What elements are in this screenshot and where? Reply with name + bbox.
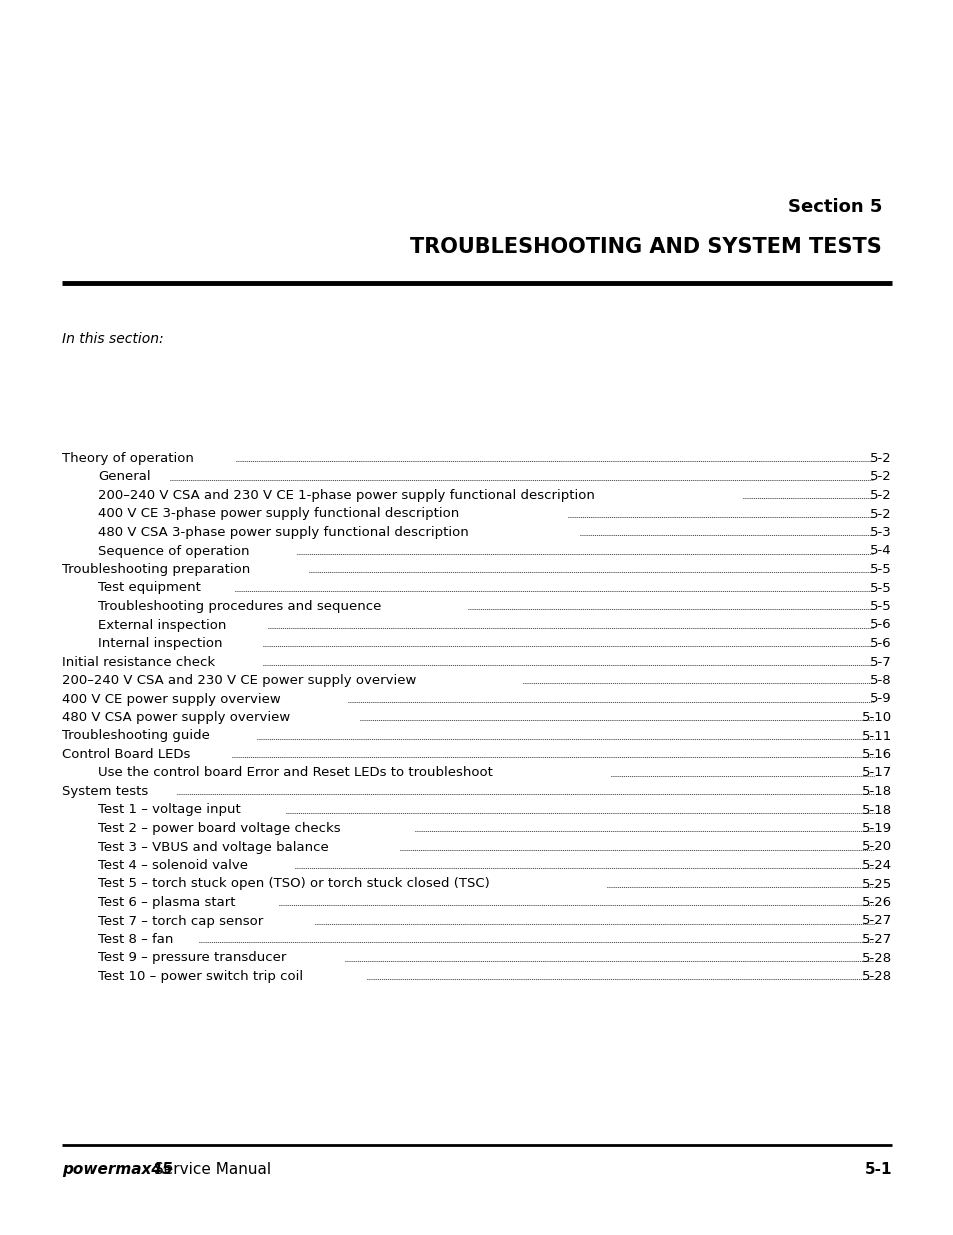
Text: 5-26: 5-26 (861, 897, 891, 909)
Text: 5-20: 5-20 (861, 841, 891, 853)
Text: External inspection: External inspection (98, 619, 226, 631)
Text: 5-1: 5-1 (863, 1162, 891, 1177)
Text: Section 5: Section 5 (787, 198, 882, 216)
Text: 5-2: 5-2 (869, 452, 891, 466)
Text: Test 9 – pressure transducer: Test 9 – pressure transducer (98, 951, 286, 965)
Text: Test equipment: Test equipment (98, 582, 201, 594)
Text: 5-25: 5-25 (861, 878, 891, 890)
Text: 5-2: 5-2 (869, 471, 891, 483)
Text: 5-19: 5-19 (861, 823, 891, 835)
Text: General: General (98, 471, 151, 483)
Text: 5-2: 5-2 (869, 489, 891, 501)
Text: Test 3 – VBUS and voltage balance: Test 3 – VBUS and voltage balance (98, 841, 329, 853)
Text: 5-9: 5-9 (869, 693, 891, 705)
Text: Use the control board Error and Reset LEDs to troubleshoot: Use the control board Error and Reset LE… (98, 767, 493, 779)
Text: Troubleshooting procedures and sequence: Troubleshooting procedures and sequence (98, 600, 381, 613)
Text: 5-18: 5-18 (861, 804, 891, 816)
Text: Test 6 – plasma start: Test 6 – plasma start (98, 897, 235, 909)
Text: Troubleshooting preparation: Troubleshooting preparation (62, 563, 250, 576)
Text: 5-6: 5-6 (869, 619, 891, 631)
Text: 5-5: 5-5 (869, 582, 891, 594)
Text: Test 2 – power board voltage checks: Test 2 – power board voltage checks (98, 823, 340, 835)
Text: System tests: System tests (62, 785, 148, 798)
Text: 400 V CE power supply overview: 400 V CE power supply overview (62, 693, 280, 705)
Text: 5-16: 5-16 (861, 748, 891, 761)
Text: 5-3: 5-3 (869, 526, 891, 538)
Text: In this section:: In this section: (62, 332, 164, 346)
Text: 5-27: 5-27 (861, 932, 891, 946)
Text: 5-17: 5-17 (861, 767, 891, 779)
Text: Sequence of operation: Sequence of operation (98, 545, 250, 557)
Text: Test 7 – torch cap sensor: Test 7 – torch cap sensor (98, 914, 263, 927)
Text: 5-8: 5-8 (869, 674, 891, 687)
Text: Initial resistance check: Initial resistance check (62, 656, 214, 668)
Text: 5-28: 5-28 (861, 951, 891, 965)
Text: 5-6: 5-6 (869, 637, 891, 650)
Text: 5-5: 5-5 (869, 563, 891, 576)
Text: 5-5: 5-5 (869, 600, 891, 613)
Text: 480 V CSA power supply overview: 480 V CSA power supply overview (62, 711, 290, 724)
Text: Service Manual: Service Manual (153, 1162, 271, 1177)
Text: 5-24: 5-24 (861, 860, 891, 872)
Text: 5-18: 5-18 (861, 785, 891, 798)
Text: 5-4: 5-4 (869, 545, 891, 557)
Text: Internal inspection: Internal inspection (98, 637, 222, 650)
Text: Test 8 – fan: Test 8 – fan (98, 932, 173, 946)
Text: 200–240 V CSA and 230 V CE power supply overview: 200–240 V CSA and 230 V CE power supply … (62, 674, 416, 687)
Text: Theory of operation: Theory of operation (62, 452, 193, 466)
Text: Test 1 – voltage input: Test 1 – voltage input (98, 804, 240, 816)
Text: Troubleshooting guide: Troubleshooting guide (62, 730, 210, 742)
Text: 5-7: 5-7 (869, 656, 891, 668)
Text: 400 V CE 3-phase power supply functional description: 400 V CE 3-phase power supply functional… (98, 508, 458, 520)
Text: Test 10 – power switch trip coil: Test 10 – power switch trip coil (98, 969, 303, 983)
Text: Control Board LEDs: Control Board LEDs (62, 748, 191, 761)
Text: 5-10: 5-10 (861, 711, 891, 724)
Text: Test 4 – solenoid valve: Test 4 – solenoid valve (98, 860, 248, 872)
Text: TROUBLESHOOTING AND SYSTEM TESTS: TROUBLESHOOTING AND SYSTEM TESTS (410, 237, 882, 257)
Text: powermax45: powermax45 (62, 1162, 172, 1177)
Text: 5-11: 5-11 (861, 730, 891, 742)
Text: Test 5 – torch stuck open (TSO) or torch stuck closed (TSC): Test 5 – torch stuck open (TSO) or torch… (98, 878, 489, 890)
Text: 5-28: 5-28 (861, 969, 891, 983)
Text: 5-2: 5-2 (869, 508, 891, 520)
Text: 480 V CSA 3-phase power supply functional description: 480 V CSA 3-phase power supply functiona… (98, 526, 468, 538)
Text: 5-27: 5-27 (861, 914, 891, 927)
Text: 200–240 V CSA and 230 V CE 1-phase power supply functional description: 200–240 V CSA and 230 V CE 1-phase power… (98, 489, 595, 501)
